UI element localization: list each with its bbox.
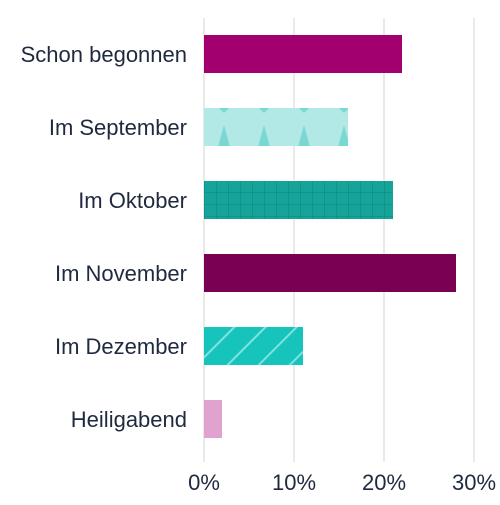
bar <box>204 400 222 438</box>
category-label: Im Oktober <box>78 188 187 213</box>
bar <box>204 108 348 146</box>
bar <box>204 181 393 219</box>
bar <box>204 254 456 292</box>
x-tick-labels: 0% 10% 20% 30% <box>188 470 496 495</box>
category-label: Heiligabend <box>71 407 187 432</box>
category-labels: Schon begonnen Im September Im Oktober Im N… <box>21 42 187 432</box>
x-tick-label: 20% <box>362 470 406 495</box>
category-label: Im September <box>49 115 187 140</box>
x-tick-label: 30% <box>452 470 496 495</box>
bar <box>204 35 402 73</box>
category-label: Im Dezember <box>55 334 187 359</box>
grid-lines <box>203 18 475 462</box>
category-label: Schon begonnen <box>21 42 187 67</box>
bar <box>204 327 303 365</box>
x-tick-label: 10% <box>272 470 316 495</box>
bars <box>204 35 456 438</box>
x-tick-label: 0% <box>188 470 220 495</box>
category-label: Im November <box>55 261 187 286</box>
